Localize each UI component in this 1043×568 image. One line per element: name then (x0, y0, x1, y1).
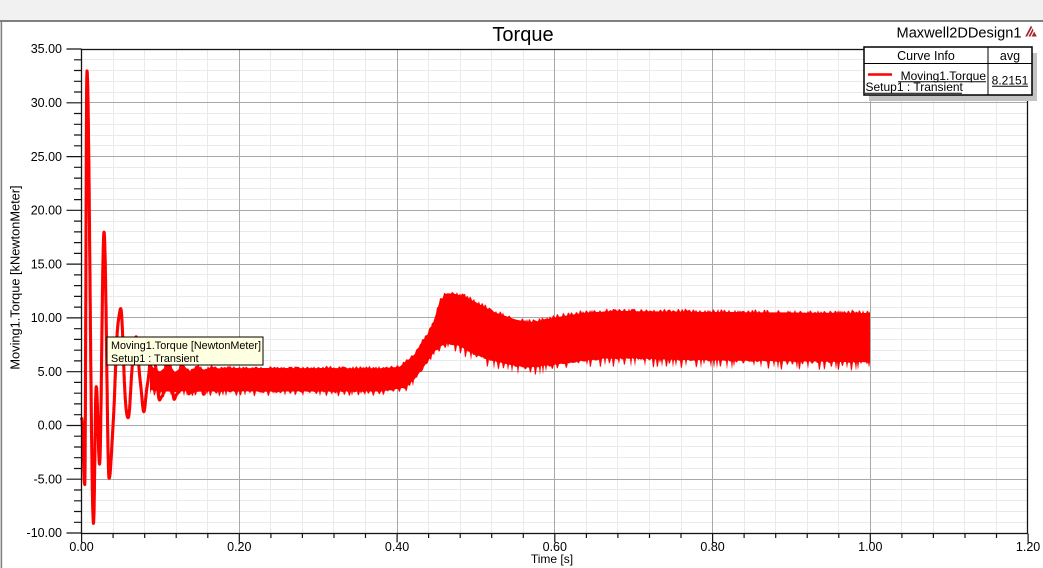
svg-text:1.00: 1.00 (858, 540, 882, 554)
svg-text:15.00: 15.00 (31, 257, 62, 271)
svg-text:0.80: 0.80 (700, 540, 724, 554)
svg-text:8.2151: 8.2151 (992, 74, 1029, 88)
svg-text:0.00: 0.00 (69, 540, 93, 554)
svg-text:5.00: 5.00 (38, 365, 62, 379)
svg-text:35.00: 35.00 (31, 42, 62, 56)
svg-text:avg: avg (1000, 49, 1020, 63)
svg-text:Maxwell2DDesign1: Maxwell2DDesign1 (897, 26, 1022, 42)
svg-text:30.00: 30.00 (31, 96, 62, 110)
svg-text:0.00: 0.00 (38, 419, 62, 433)
svg-text:Moving1.Torque [NewtonMeter]: Moving1.Torque [NewtonMeter] (111, 340, 261, 352)
svg-text:20.00: 20.00 (31, 204, 62, 218)
svg-text:-10.00: -10.00 (27, 526, 62, 540)
svg-text:0.60: 0.60 (543, 540, 567, 554)
svg-text:1.20: 1.20 (1016, 540, 1040, 554)
svg-text:10.00: 10.00 (31, 311, 62, 325)
svg-text:Curve Info: Curve Info (897, 49, 955, 63)
svg-text:Moving1.Torque: Moving1.Torque (901, 69, 987, 83)
svg-text:Setup1 : Transient: Setup1 : Transient (111, 353, 199, 365)
svg-text:0.40: 0.40 (385, 540, 409, 554)
svg-text:-5.00: -5.00 (34, 472, 63, 486)
svg-text:Torque: Torque (492, 24, 553, 46)
svg-text:Moving1.Torque [kNewtonMeter]: Moving1.Torque [kNewtonMeter] (8, 185, 23, 369)
svg-text:Time [s]: Time [s] (531, 552, 573, 566)
svg-text:0.20: 0.20 (227, 540, 251, 554)
svg-text:Setup1 : Transient: Setup1 : Transient (866, 80, 964, 94)
svg-text:25.00: 25.00 (31, 150, 62, 164)
